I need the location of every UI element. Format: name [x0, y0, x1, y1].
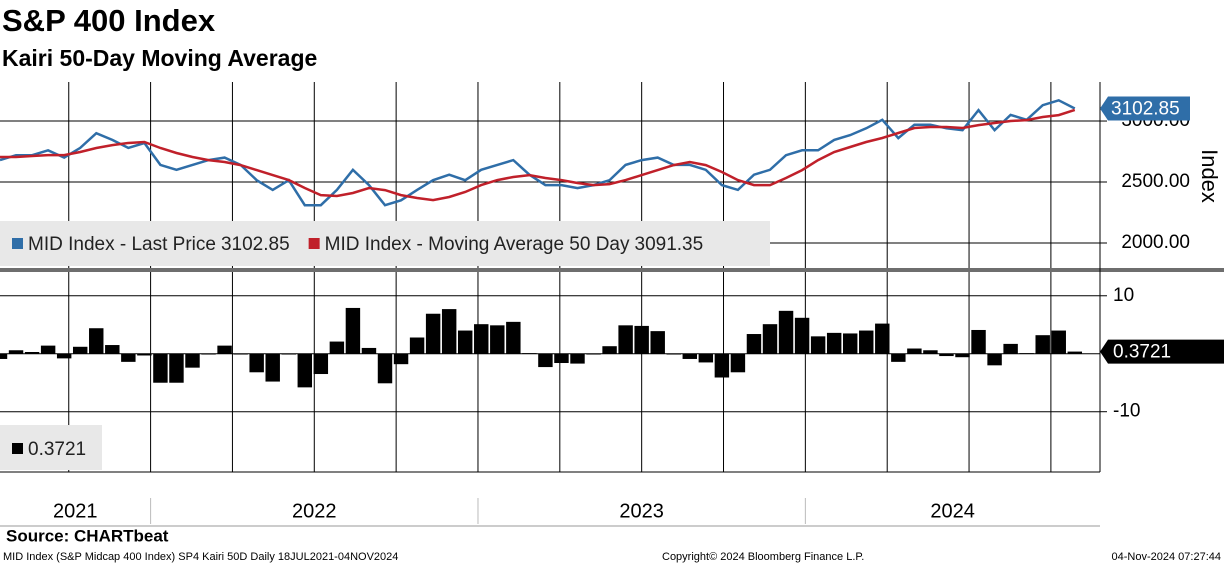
timestamp: 04-Nov-2024 07:27:44: [1112, 551, 1221, 563]
kairi-bar: [121, 353, 136, 362]
kairi-bar: [1003, 343, 1018, 354]
axis-label: Index: [1197, 149, 1222, 203]
kairi-bar: [762, 324, 778, 354]
kairi-bar: [441, 309, 457, 354]
kairi-bar: [826, 332, 842, 354]
kairi-bar: [714, 353, 730, 378]
legend-value: 0.3721: [28, 439, 86, 460]
kairi-bar: [409, 337, 425, 354]
kairi-bar: [457, 330, 473, 354]
legend-value: 3102.85: [221, 234, 290, 255]
kairi-bar: [955, 353, 970, 358]
kairi-bar: [393, 353, 409, 365]
kairi-bar: [345, 307, 361, 354]
kairi-bar: [810, 336, 826, 354]
kairi-bar: [361, 347, 377, 354]
kairi-bar: [842, 333, 858, 354]
kairi-bar: [875, 323, 890, 354]
kairi-bar: [89, 328, 104, 354]
price-line: [0, 98, 1076, 207]
y-tick-label: -10: [1113, 401, 1140, 422]
kairi-bar: [217, 345, 232, 354]
legend-label: MID Index - Moving Average 50 Day 3091.35: [325, 234, 704, 255]
kairi-bar: [506, 321, 521, 354]
kairi-bar: [907, 348, 922, 354]
kairi-bar: [297, 353, 313, 388]
kairi-bar: [8, 350, 24, 354]
kairi-bar: [40, 345, 56, 354]
kairi-bar: [939, 353, 954, 357]
kairi-bar: [554, 353, 569, 364]
source: Source: CHARTbeat: [6, 526, 169, 545]
legend-swatch: [12, 443, 23, 454]
kairi-bar: [618, 325, 633, 354]
legend-value: 3091.35: [635, 234, 704, 255]
kairi-bar: [105, 345, 120, 354]
kairi-bar: [570, 353, 585, 364]
legend-swatch: [12, 238, 23, 249]
kairi-bar: [602, 346, 617, 354]
kairi-bar: [538, 353, 553, 368]
kairi-bar: [490, 325, 505, 354]
kairi-bar: [474, 324, 489, 354]
x-tick-label: 2024: [930, 500, 975, 522]
x-tick-label: 2022: [292, 500, 337, 522]
kairi-badge-label: 0.3721: [1113, 342, 1171, 363]
kairi-bar: [1035, 335, 1050, 354]
kairi-bar: [794, 317, 810, 354]
kairi-bar: [634, 325, 649, 354]
legend-swatch: [308, 238, 320, 249]
kairi-bar: [185, 353, 200, 368]
kairi-bar: [730, 353, 746, 373]
panel-divider: [0, 268, 1224, 272]
legend-label: MID Index - Last Price 3102.85: [28, 234, 290, 255]
kairi-bar: [0, 353, 8, 359]
legend-name: MID Index - Last Price: [28, 234, 216, 255]
kairi-bar: [153, 353, 168, 383]
kairi-bar: [313, 353, 329, 375]
x-tick-label: 2021: [53, 500, 98, 522]
description: MID Index (S&P Midcap 400 Index) SP4 Kai…: [3, 551, 398, 563]
kairi-bar: [56, 353, 72, 359]
kairi-badge: [1100, 339, 1224, 364]
kairi-bar: [923, 350, 938, 354]
price-badge: [1100, 96, 1190, 121]
kairi-bar: [1067, 351, 1083, 354]
kairi-bar: [265, 353, 280, 382]
kairi-bar: [137, 353, 152, 356]
kairi-bar: [891, 353, 906, 362]
kairi-bar: [987, 353, 1002, 366]
kairi-bar: [249, 353, 264, 373]
kairi-bar: [1051, 330, 1066, 354]
kairi-bar: [425, 313, 441, 354]
price-line: [0, 108, 1076, 202]
chart-title: S&P 400 Index: [2, 3, 216, 38]
x-tick-label: 2023: [619, 500, 664, 522]
kairi-bar: [377, 353, 393, 384]
kairi-bar: [329, 341, 345, 354]
y-tick-label: 2500.00: [1121, 171, 1190, 192]
kairi-bar: [778, 310, 794, 354]
kairi-bar: [682, 353, 698, 359]
y-tick-label: 2000.00: [1121, 232, 1190, 253]
kairi-bar: [24, 352, 40, 354]
chart-subtitle: Kairi 50-Day Moving Average: [2, 45, 317, 71]
kairi-bar: [746, 334, 762, 354]
kairi-bar: [169, 353, 184, 383]
kairi-bar: [859, 330, 874, 354]
price-badge-label: 3102.85: [1111, 99, 1180, 120]
copyright: Copyright© 2024 Bloomberg Finance L.P.: [662, 551, 864, 563]
y-tick-label: 10: [1113, 285, 1134, 306]
kairi-bar: [650, 331, 665, 354]
kairi-bar: [971, 329, 986, 354]
legend-name: MID Index - Moving Average 50 Day: [325, 234, 630, 255]
kairi-bar: [698, 353, 714, 363]
kairi-bar: [72, 346, 88, 354]
legend-box: [0, 221, 770, 266]
